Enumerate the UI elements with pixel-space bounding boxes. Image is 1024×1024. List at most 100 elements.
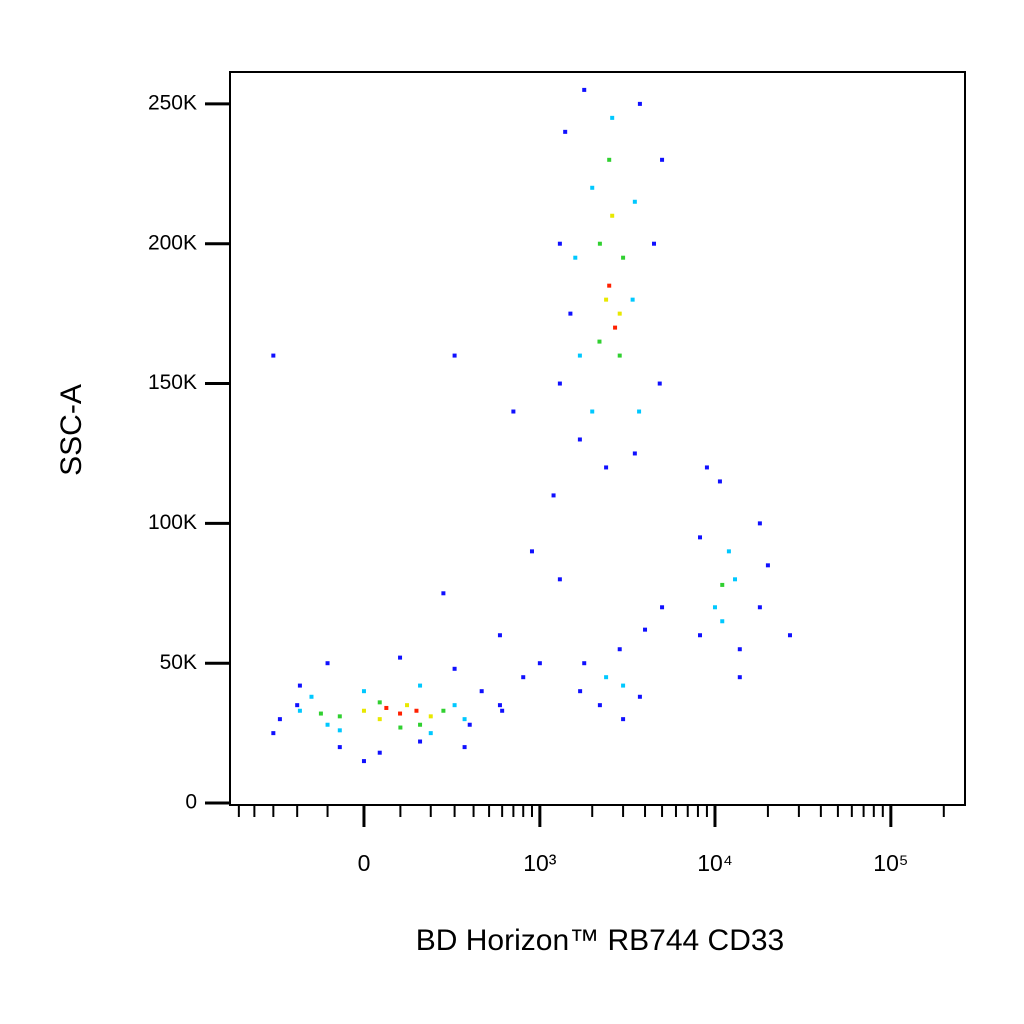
point bbox=[563, 129, 568, 134]
y-tick-label: 250K bbox=[148, 91, 197, 114]
point bbox=[607, 283, 612, 288]
point bbox=[479, 689, 484, 694]
point bbox=[613, 325, 618, 330]
point bbox=[737, 675, 742, 680]
point bbox=[597, 703, 602, 708]
point bbox=[441, 591, 446, 596]
point bbox=[428, 714, 433, 719]
point bbox=[604, 465, 609, 470]
point bbox=[621, 683, 626, 688]
point bbox=[698, 535, 703, 540]
point bbox=[607, 157, 612, 162]
y-tick-label: 100K bbox=[148, 511, 197, 534]
point bbox=[568, 311, 573, 316]
point bbox=[590, 185, 595, 190]
point bbox=[452, 703, 457, 708]
point bbox=[452, 666, 457, 671]
x-tick-label: 10⁴ bbox=[697, 850, 732, 876]
point bbox=[704, 465, 709, 470]
point bbox=[577, 353, 582, 358]
plot-frame bbox=[229, 71, 966, 806]
point bbox=[604, 297, 609, 302]
point bbox=[271, 731, 276, 736]
x-tick-label: 10³ bbox=[523, 850, 557, 876]
point bbox=[787, 633, 792, 638]
point bbox=[521, 675, 526, 680]
point bbox=[720, 582, 725, 587]
point bbox=[295, 703, 300, 708]
point bbox=[361, 708, 366, 713]
point bbox=[497, 703, 502, 708]
point bbox=[325, 661, 330, 666]
point bbox=[757, 605, 762, 610]
x-axis-title: BD Horizon™ RB744 CD33 bbox=[416, 924, 784, 957]
point bbox=[441, 708, 446, 713]
x-tick-label: 0 bbox=[358, 850, 371, 876]
point bbox=[643, 627, 648, 632]
y-tick-label: 200K bbox=[148, 231, 197, 254]
point bbox=[617, 647, 622, 652]
y-axis-title: SSC-A bbox=[55, 384, 88, 476]
point bbox=[511, 409, 516, 414]
point bbox=[361, 759, 366, 764]
point bbox=[325, 722, 330, 727]
point bbox=[765, 563, 770, 568]
point bbox=[452, 353, 457, 358]
point bbox=[720, 619, 725, 624]
point bbox=[271, 353, 276, 358]
point bbox=[621, 717, 626, 722]
point bbox=[577, 437, 582, 442]
point bbox=[377, 717, 382, 722]
point bbox=[621, 255, 626, 260]
point bbox=[617, 311, 622, 316]
point bbox=[557, 241, 562, 246]
point bbox=[597, 241, 602, 246]
point bbox=[497, 633, 502, 638]
point bbox=[582, 661, 587, 666]
point bbox=[737, 647, 742, 652]
point bbox=[398, 711, 403, 716]
point bbox=[637, 409, 642, 414]
point bbox=[361, 689, 366, 694]
point bbox=[418, 739, 423, 744]
y-tick-label: 50K bbox=[160, 651, 197, 674]
point bbox=[537, 661, 542, 666]
point bbox=[652, 241, 657, 246]
point bbox=[557, 577, 562, 582]
point bbox=[630, 297, 635, 302]
point bbox=[578, 689, 583, 694]
point bbox=[557, 381, 562, 386]
point bbox=[384, 705, 389, 710]
point bbox=[398, 655, 403, 660]
point bbox=[698, 633, 703, 638]
point bbox=[297, 708, 302, 713]
point bbox=[657, 381, 662, 386]
point bbox=[637, 694, 642, 699]
point bbox=[757, 521, 762, 526]
point bbox=[462, 717, 467, 722]
point bbox=[377, 750, 382, 755]
point bbox=[637, 101, 642, 106]
point bbox=[297, 683, 302, 688]
point bbox=[500, 708, 505, 713]
point bbox=[604, 675, 609, 680]
point bbox=[462, 745, 467, 750]
point bbox=[551, 493, 556, 498]
point bbox=[660, 605, 665, 610]
point bbox=[733, 577, 738, 582]
point bbox=[467, 722, 472, 727]
point bbox=[610, 213, 615, 218]
point bbox=[418, 683, 423, 688]
point bbox=[660, 157, 665, 162]
point bbox=[309, 694, 314, 699]
point bbox=[337, 745, 342, 750]
point bbox=[418, 722, 423, 727]
point bbox=[573, 255, 578, 260]
point bbox=[337, 714, 342, 719]
point bbox=[712, 605, 717, 610]
point bbox=[632, 199, 637, 204]
y-tick-label: 0 bbox=[185, 791, 197, 814]
point bbox=[597, 339, 602, 344]
point bbox=[398, 725, 403, 730]
